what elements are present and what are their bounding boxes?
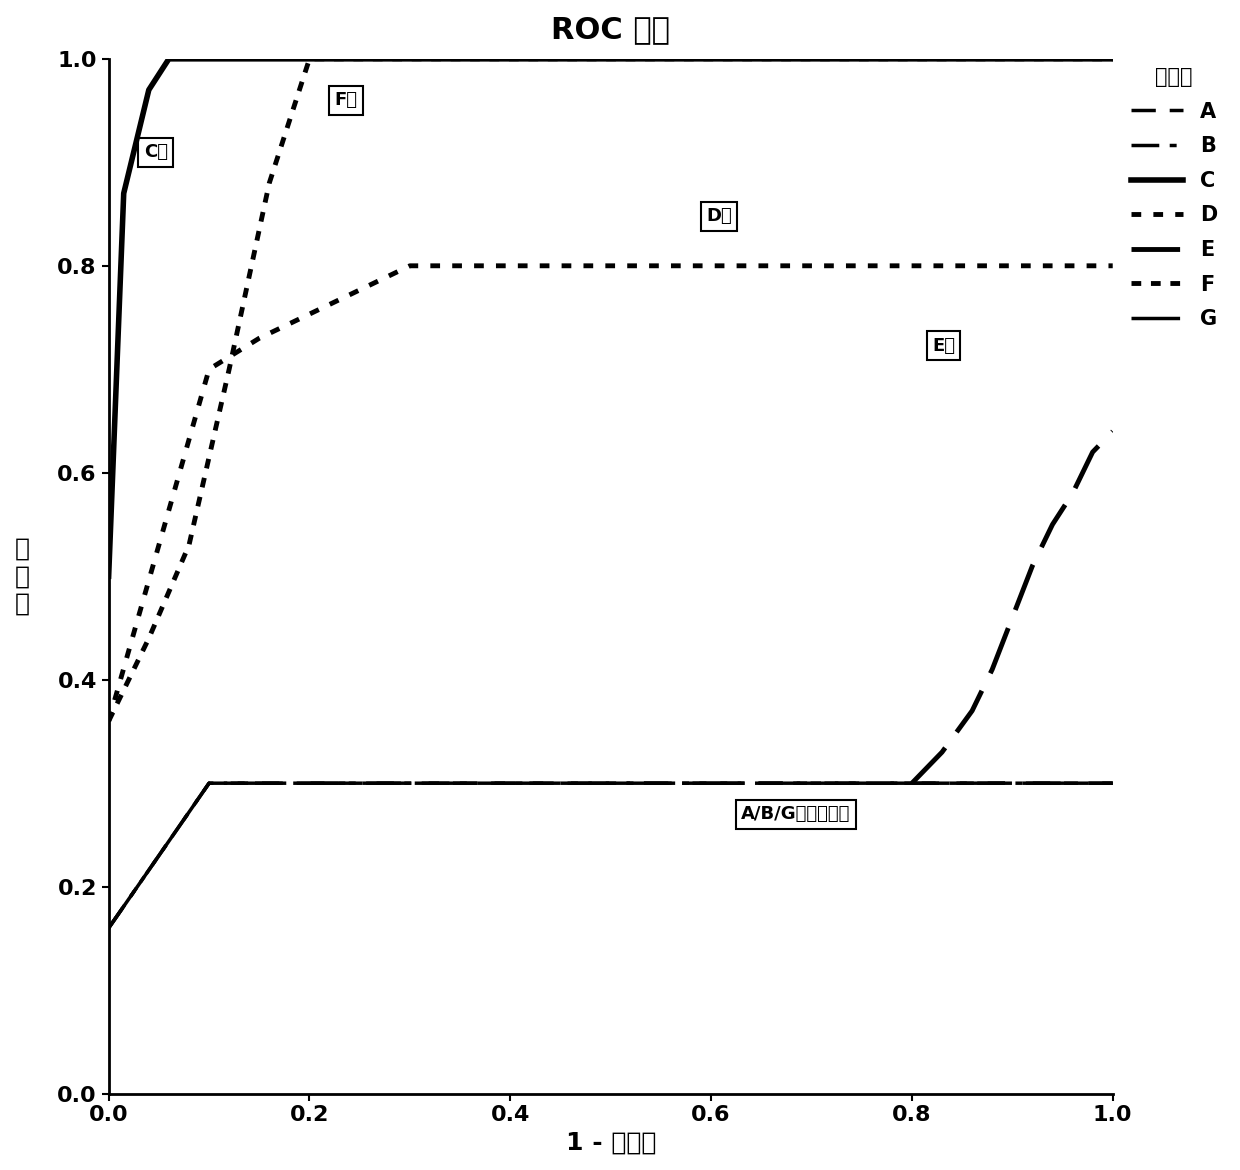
- D: [904, 259, 919, 273]
- D: [102, 714, 117, 728]
- Text: C线: C线: [144, 143, 167, 161]
- Text: F线: F线: [335, 91, 357, 110]
- B: [1004, 776, 1019, 790]
- A: [1105, 776, 1120, 790]
- A: [202, 776, 217, 790]
- E: [985, 662, 999, 676]
- Text: A/B/G线三线重台: A/B/G线三线重台: [742, 805, 851, 824]
- C: [161, 51, 176, 66]
- E: [1075, 466, 1090, 480]
- A: [102, 921, 117, 935]
- F: [141, 632, 156, 646]
- E: [1045, 517, 1060, 531]
- B: [904, 776, 919, 790]
- F: [102, 714, 117, 728]
- F: [222, 363, 237, 377]
- D: [703, 259, 718, 273]
- E: [1065, 487, 1080, 501]
- E: [1025, 559, 1040, 573]
- G: [1004, 776, 1019, 790]
- Legend: A, B, C, D, E, F, G: A, B, C, D, E, F, G: [1122, 58, 1225, 338]
- E: [1004, 611, 1019, 625]
- Title: ROC 曲线: ROC 曲线: [552, 15, 670, 44]
- D: [1105, 259, 1120, 273]
- E: [1105, 425, 1120, 439]
- D: [202, 363, 217, 377]
- C: [141, 83, 156, 97]
- B: [102, 921, 117, 935]
- Text: D线: D线: [706, 207, 732, 226]
- Line: B: B: [109, 783, 1112, 928]
- E: [1085, 445, 1100, 459]
- D: [1004, 259, 1019, 273]
- Line: G: G: [109, 783, 1112, 928]
- F: [181, 538, 196, 552]
- E: [965, 703, 980, 717]
- G: [102, 921, 117, 935]
- Line: F: F: [109, 58, 1112, 721]
- B: [1105, 776, 1120, 790]
- X-axis label: 1 - 特异性: 1 - 特异性: [565, 1131, 656, 1155]
- F: [262, 176, 277, 190]
- G: [904, 776, 919, 790]
- G: [1105, 776, 1120, 790]
- D: [252, 331, 267, 345]
- E: [904, 776, 919, 790]
- Text: E线: E线: [932, 337, 955, 355]
- E: [935, 745, 950, 759]
- Line: C: C: [109, 58, 1112, 577]
- Line: E: E: [911, 432, 1112, 783]
- Line: A: A: [109, 783, 1112, 928]
- Y-axis label: 敏
感
度: 敏 感 度: [15, 536, 30, 617]
- C: [117, 186, 131, 200]
- G: [202, 776, 217, 790]
- F: [303, 51, 317, 66]
- D: [403, 259, 418, 273]
- A: [904, 776, 919, 790]
- F: [1105, 51, 1120, 66]
- C: [102, 570, 117, 584]
- Line: D: D: [109, 266, 1112, 721]
- A: [1004, 776, 1019, 790]
- C: [1105, 51, 1120, 66]
- B: [202, 776, 217, 790]
